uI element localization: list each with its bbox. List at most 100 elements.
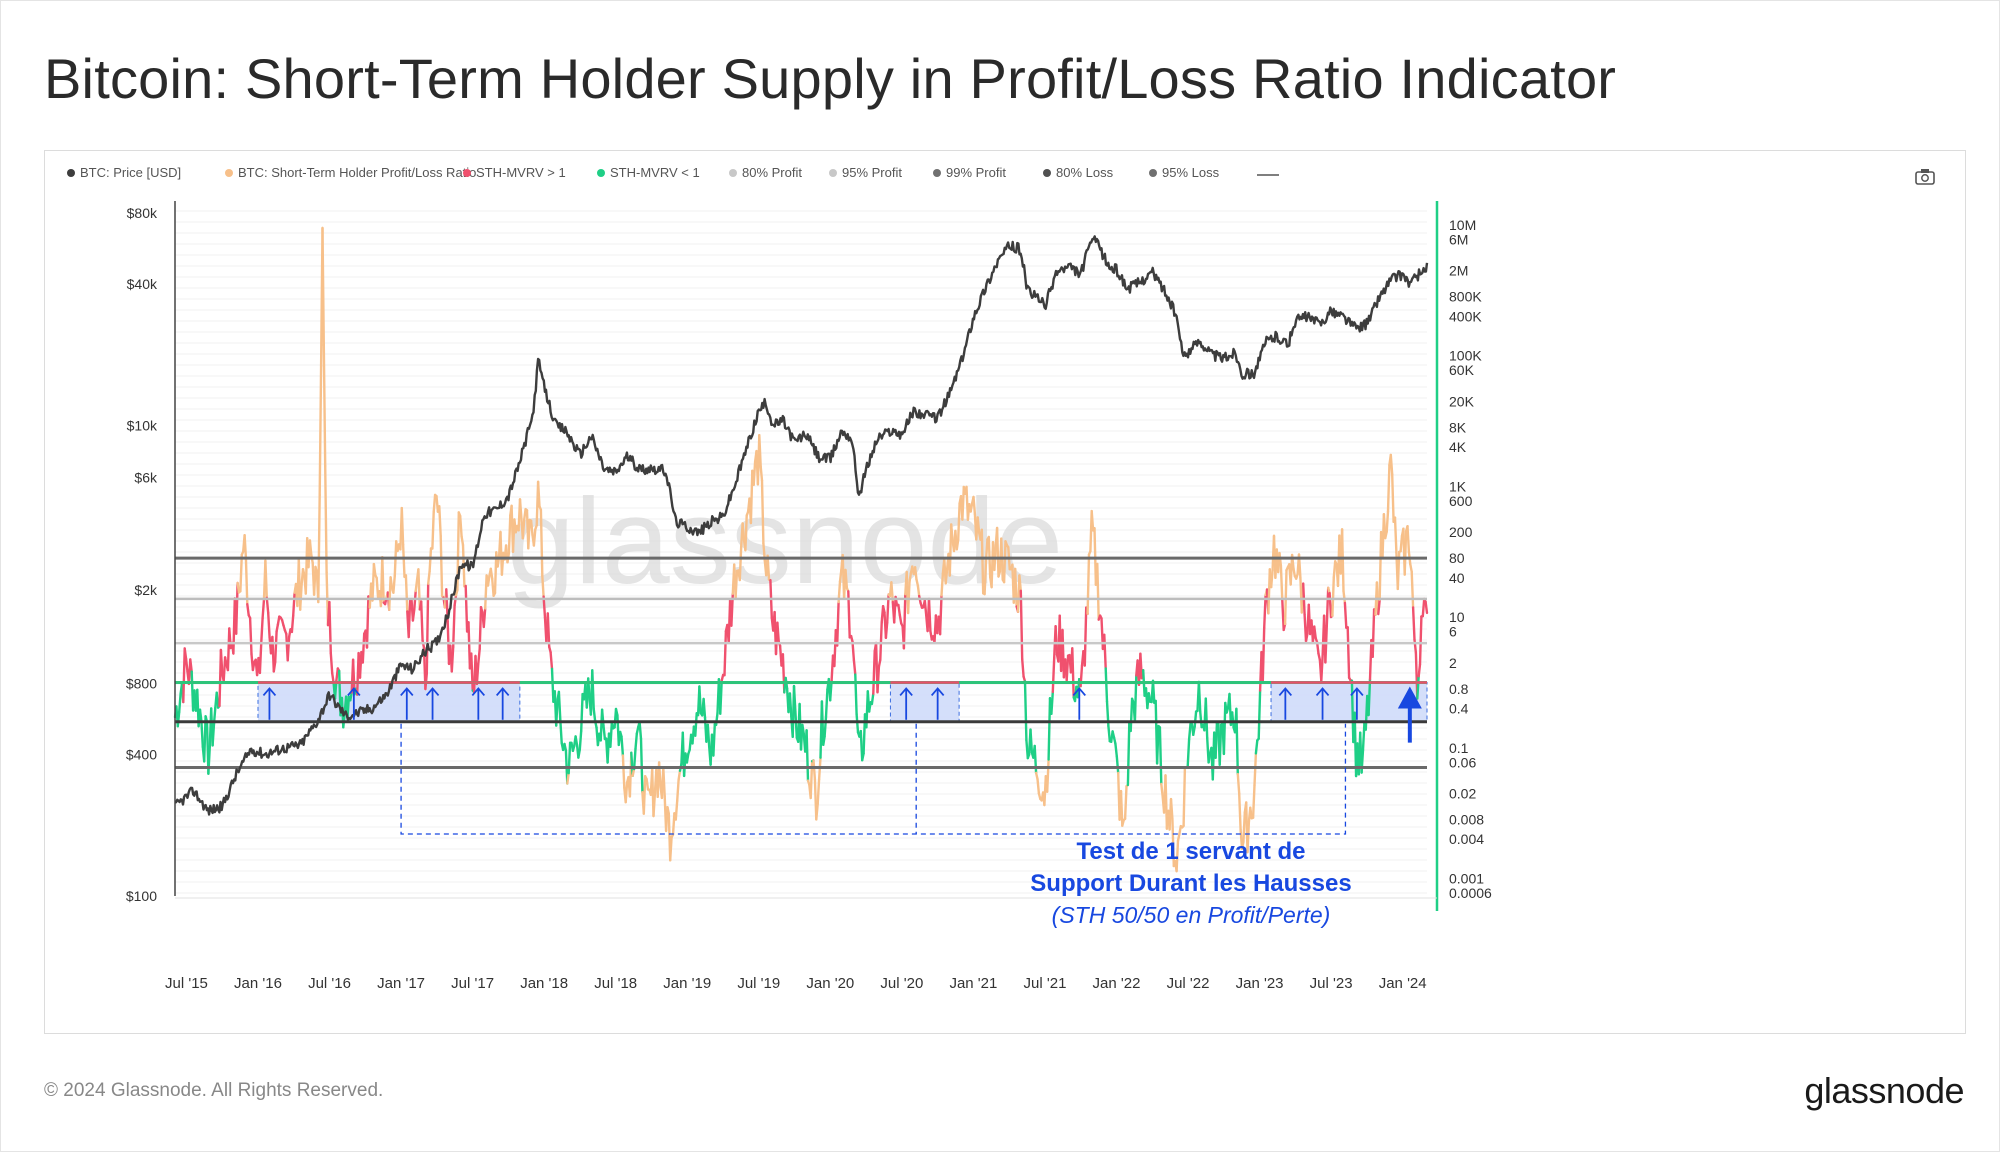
annotation-bracket <box>400 723 1347 835</box>
chart-svg[interactable]: BTC: Price [USD] BTC: Short-Term Holder P… <box>45 151 1965 1033</box>
ratio-segment <box>1086 553 1091 615</box>
ratio-segment <box>816 778 821 806</box>
ratio-segment <box>438 505 442 538</box>
left-axis-tick: $800 <box>126 676 157 692</box>
ratio-segment <box>1155 724 1160 765</box>
ratio-segment <box>183 647 188 661</box>
ratio-segment <box>1325 586 1330 627</box>
ratio-segment <box>815 802 819 821</box>
ratio-segment <box>1123 785 1128 820</box>
ratio-segment <box>638 720 643 740</box>
right-axis-tick: 10M <box>1449 217 1476 233</box>
ratio-segment <box>961 485 965 521</box>
ratio-segment <box>1230 711 1235 729</box>
support-zones <box>257 681 1428 723</box>
axes: $80k$40k$10k$6k$2k$800$400$10010M6M2M800… <box>126 201 1492 992</box>
ratio-segment <box>1218 723 1223 766</box>
bounce-arrow-head <box>400 687 414 697</box>
ratio-segment <box>645 777 650 791</box>
legend-label: BTC: Short-Term Holder Profit/Loss Ratio <box>238 165 476 180</box>
ratio-segment <box>243 534 248 559</box>
ratio-segment <box>453 594 458 607</box>
ratio-segment <box>674 799 679 821</box>
price-series <box>174 235 1429 816</box>
ratio-segment <box>1283 568 1288 626</box>
ratio-segment <box>870 692 875 706</box>
ratio-segment <box>1014 567 1018 608</box>
ratio-segment <box>1257 689 1262 740</box>
ratio-segment <box>1262 593 1267 630</box>
ratio-segment <box>372 562 377 577</box>
ratio-segment <box>236 581 241 594</box>
ratio-segment <box>219 648 224 675</box>
ratio-segment <box>1410 570 1415 609</box>
bounce-arrow-head <box>262 687 277 697</box>
ratio-segment <box>264 559 269 599</box>
ratio-segment <box>532 528 537 547</box>
ratio-segment <box>272 660 277 673</box>
ratio-segment <box>927 597 932 633</box>
ratio-segment <box>812 759 817 781</box>
ratio-segment <box>1107 724 1112 743</box>
ratio-segment <box>291 591 296 617</box>
camera-icon[interactable] <box>1915 169 1935 185</box>
ratio-segment <box>361 632 366 664</box>
glassnode-logo[interactable]: glassnode <box>1804 1070 1964 1111</box>
ratio-segment <box>1416 675 1420 700</box>
ratio-segment <box>872 650 876 695</box>
ratio-segment <box>1019 589 1024 661</box>
ratio-segment <box>1158 726 1163 786</box>
ratio-segment <box>1029 728 1034 754</box>
legend-label: STH-MVRV > 1 <box>476 165 566 180</box>
right-axis-tick: 20K <box>1449 393 1475 409</box>
ratio-segment <box>694 712 698 737</box>
ratio-segment <box>365 595 370 649</box>
ratio-segment <box>574 735 579 747</box>
ratio-segment <box>1214 722 1219 759</box>
ratio-segment <box>600 708 605 727</box>
ratio-segment <box>417 568 421 611</box>
ratio-segment <box>428 547 433 573</box>
ratio-segment <box>752 460 757 486</box>
ratio-segment <box>290 614 295 634</box>
ratio-segment <box>308 539 313 556</box>
ratio-segment <box>1192 725 1196 736</box>
bounce-arrow-head <box>1350 687 1364 697</box>
ratio-segment <box>1160 782 1164 799</box>
ratio-segment <box>1090 509 1095 532</box>
ratio-segment <box>459 514 463 538</box>
ratio-segment <box>1417 663 1422 678</box>
ratio-segment <box>1409 563 1413 573</box>
ratio-segment <box>482 607 487 629</box>
ratio-segment <box>1182 766 1187 827</box>
ratio-segment <box>836 600 840 647</box>
ratio-segment <box>1036 777 1041 795</box>
support-zone <box>1270 681 1428 723</box>
ratio-segment <box>1331 576 1336 617</box>
bracket-line <box>400 723 1347 835</box>
ratio-segment <box>1083 606 1088 667</box>
ratio-segment <box>642 775 647 815</box>
ratio-segment <box>609 721 613 748</box>
ratio-segment <box>898 613 903 625</box>
ratio-segment <box>792 684 797 713</box>
ratio-segment <box>1103 633 1107 670</box>
right-axis-tick: 6 <box>1449 624 1457 640</box>
ratio-segment <box>1304 632 1309 643</box>
right-axis-tick: 100K <box>1449 348 1482 364</box>
legend-dot-icon <box>729 169 737 177</box>
ratio-segment <box>591 669 595 710</box>
ratio-segment <box>620 735 625 757</box>
ratio-segment <box>854 673 858 716</box>
ratio-segment <box>719 679 723 715</box>
right-axis-tick: 0.001 <box>1449 871 1484 887</box>
right-axis-tick: 0.0006 <box>1449 885 1492 901</box>
ratio-segment <box>1236 772 1241 795</box>
legend-dot-icon <box>1149 169 1157 177</box>
annotation-line1: Test de 1 servant de <box>1077 838 1306 865</box>
ratio-segment <box>1332 560 1337 579</box>
ratio-segment <box>1385 510 1390 533</box>
ratio-segment <box>906 580 911 615</box>
ratio-segment <box>592 707 597 722</box>
legend-dot-icon <box>597 169 605 177</box>
